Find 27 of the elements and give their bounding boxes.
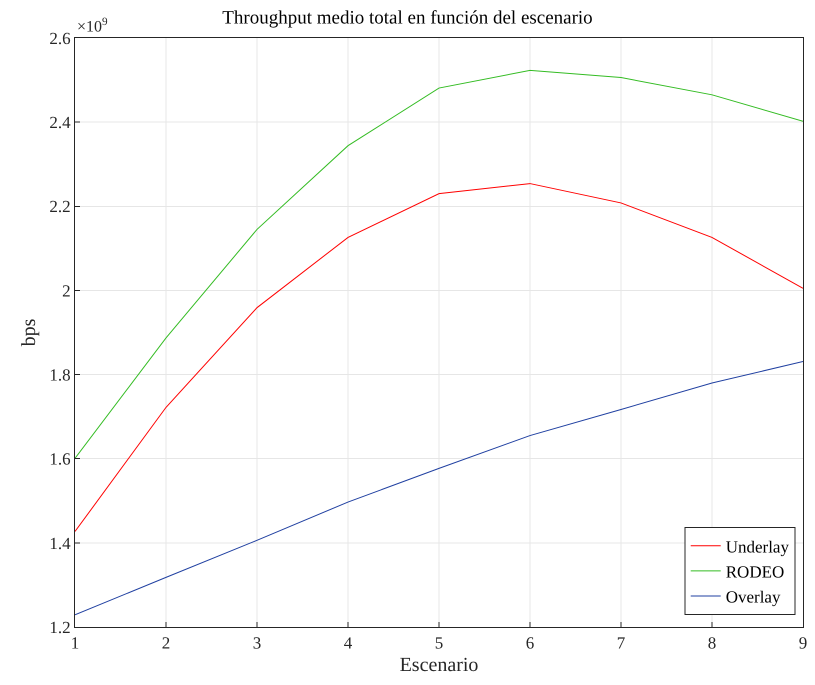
y-tick-label: 1.2 <box>49 618 71 637</box>
y-tick-label: 1.8 <box>49 366 71 385</box>
line-series <box>75 183 803 532</box>
x-tick-label: 9 <box>798 633 808 652</box>
x-tick-label: 6 <box>526 633 534 652</box>
y-tick-label: 1.4 <box>49 534 72 553</box>
line-series <box>75 361 803 616</box>
legend-label: RODEO <box>726 562 784 582</box>
y-tick-label: 1.6 <box>49 450 71 469</box>
chart-title: Throughput medio total en función del escenario <box>222 8 593 29</box>
x-tick-label: 3 <box>252 633 262 652</box>
y-tick-label: 2 <box>62 281 71 300</box>
x-tick-label: 8 <box>708 633 716 652</box>
x-tick-label: 7 <box>616 633 626 652</box>
x-axis-title: Escenario <box>400 654 478 676</box>
text: ×10$^{9}$ <box>77 16 108 36</box>
legend-label: Overlay <box>726 588 781 607</box>
x-tick-label: 2 <box>162 633 170 652</box>
legend-label: Underlay <box>726 537 790 556</box>
y-tick-label: 2.6 <box>49 28 71 48</box>
line-series <box>75 70 803 459</box>
x-tick-label: 4 <box>344 633 353 652</box>
x-tick-label: 1 <box>70 633 80 652</box>
y-axis-title: bps <box>18 318 40 346</box>
x-tick-label: 5 <box>434 633 444 652</box>
y-tick-label: 2.2 <box>49 197 71 216</box>
y-tick-label: 2.4 <box>49 113 72 132</box>
